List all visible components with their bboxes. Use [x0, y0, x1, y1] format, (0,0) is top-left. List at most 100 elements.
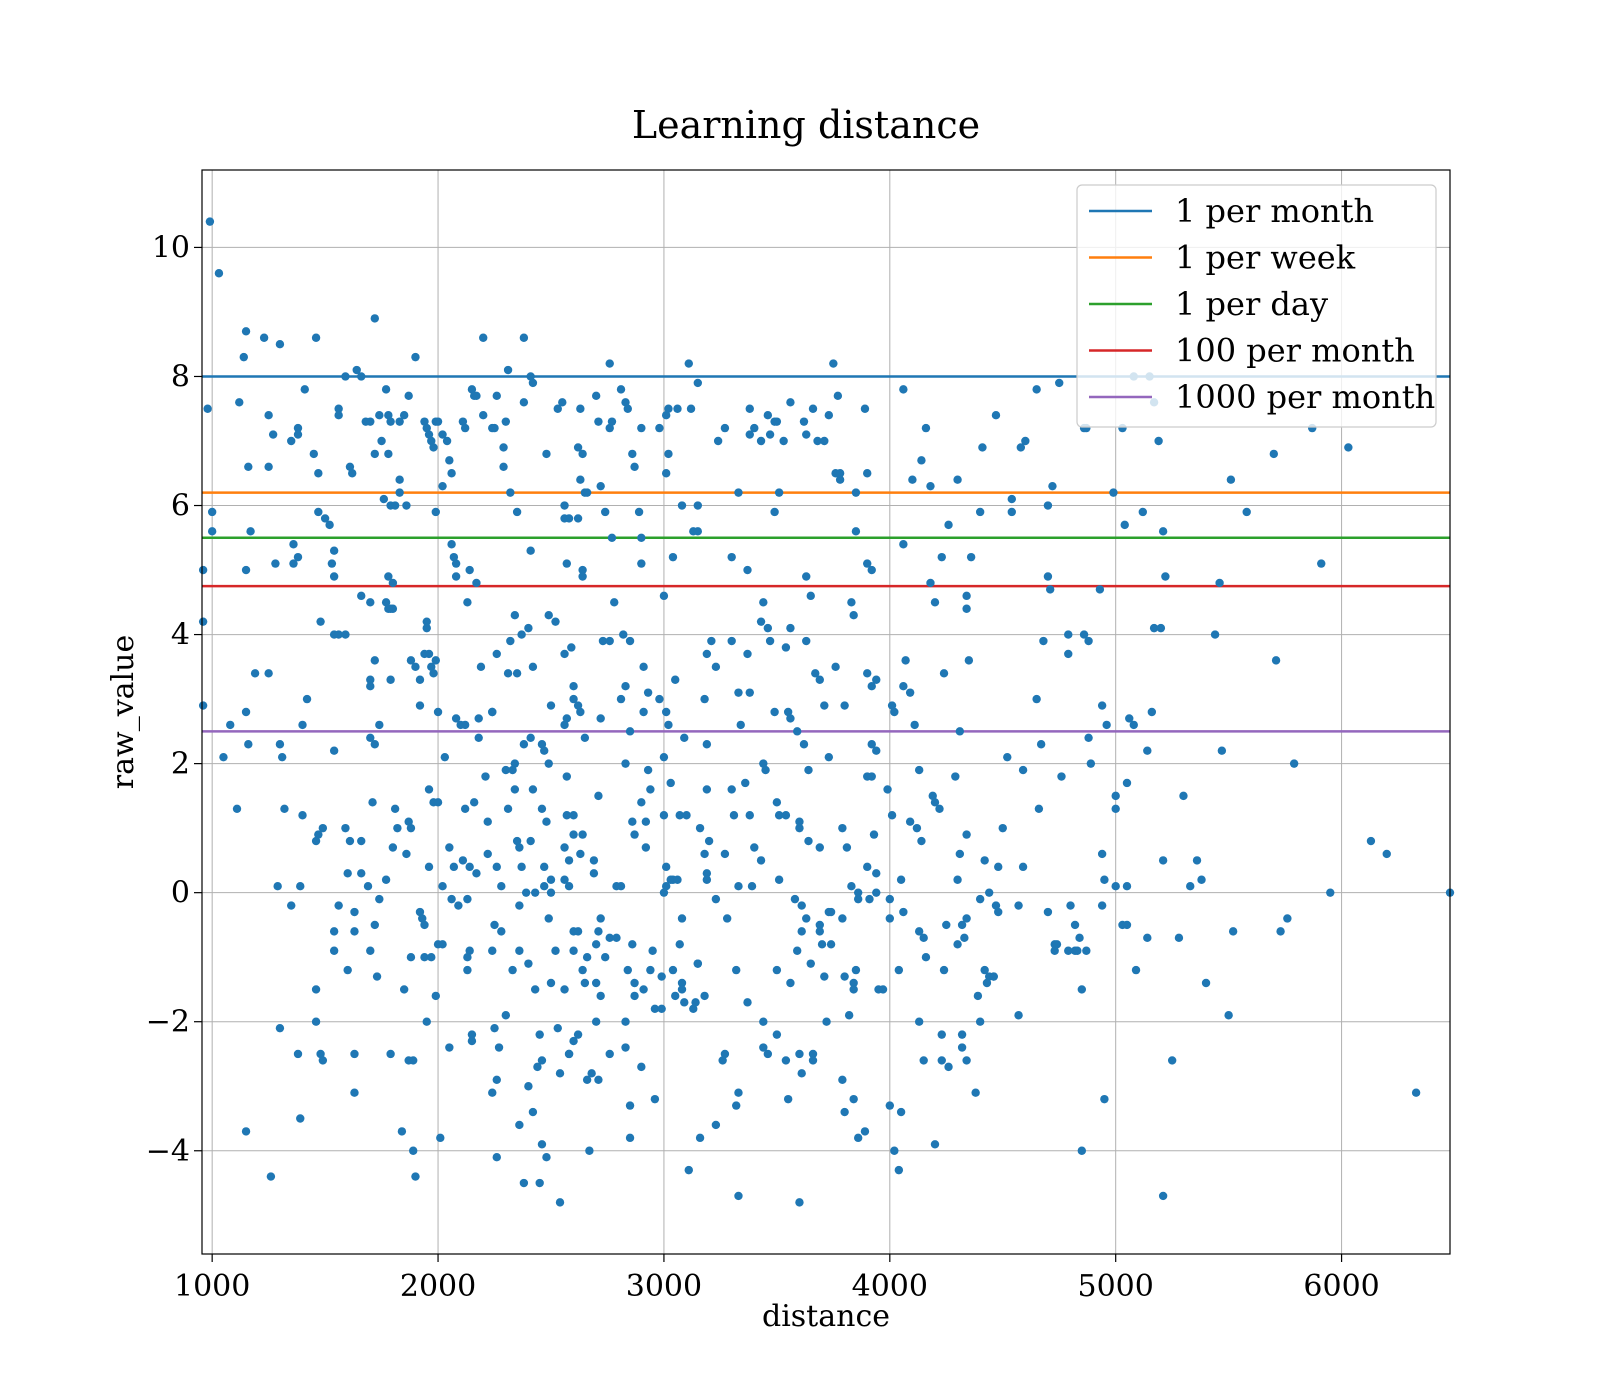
data-point [693, 501, 703, 510]
data-point [1224, 1011, 1233, 1020]
data-point [198, 565, 208, 575]
data-point [499, 443, 508, 452]
data-point [808, 1056, 818, 1065]
data-point [438, 481, 447, 491]
data-point [501, 417, 511, 426]
data-point [666, 875, 675, 884]
data-point [503, 669, 513, 678]
data-point [591, 940, 601, 949]
data-point [634, 507, 644, 517]
data-point [1039, 636, 1048, 646]
data-point [492, 649, 501, 659]
axis-ticks: 1000 2000 3000 4000 5000 6000 −4 −2 0 2 4 6 8 10 [146, 230, 1380, 1304]
data-point [591, 1017, 601, 1026]
data-point [872, 869, 881, 878]
data-point [605, 1049, 614, 1059]
data-point [241, 1127, 251, 1136]
data-point [334, 404, 343, 413]
data-point [591, 978, 601, 988]
data-point [569, 946, 578, 955]
data-point [431, 656, 440, 665]
data-point [1084, 636, 1093, 646]
data-point [460, 423, 470, 433]
data-point [770, 417, 779, 426]
data-point [420, 649, 429, 659]
data-point [564, 882, 574, 891]
data-point [357, 372, 366, 381]
data-point [293, 1049, 303, 1059]
data-point [490, 920, 499, 930]
data-point [887, 811, 897, 820]
data-point [1057, 772, 1066, 781]
data-point [625, 636, 635, 646]
data-point [677, 985, 687, 994]
data-point [488, 1088, 497, 1097]
data-point [772, 965, 782, 975]
data-point [1097, 901, 1107, 910]
data-point [580, 733, 590, 743]
data-point [991, 901, 1001, 910]
data-point [743, 565, 752, 575]
data-point [1034, 804, 1044, 813]
data-point [594, 791, 603, 801]
data-point [436, 1133, 445, 1143]
data-point [1192, 856, 1202, 865]
data-point [569, 681, 578, 691]
data-point [1086, 759, 1096, 768]
x-tick-label: 3000 [626, 1269, 702, 1304]
data-point [745, 811, 754, 820]
data-point [409, 1146, 418, 1155]
data-point [684, 359, 693, 368]
data-point [506, 488, 515, 497]
data-point [763, 410, 773, 420]
data-point [402, 501, 411, 510]
data-point [628, 940, 637, 949]
data-point [314, 507, 323, 517]
data-point [555, 1198, 565, 1207]
data-point [422, 623, 431, 633]
data-point [384, 604, 393, 613]
data-point [259, 333, 269, 342]
data-point [341, 823, 350, 833]
data-point [431, 991, 440, 1001]
data-point [707, 636, 716, 646]
data-point [404, 817, 413, 826]
data-point [655, 423, 664, 433]
data-point [515, 901, 524, 910]
data-point [207, 527, 217, 536]
data-point [372, 972, 382, 981]
y-tick-label: 8 [171, 359, 190, 394]
data-point [244, 740, 253, 749]
data-point [241, 707, 251, 717]
data-point [424, 862, 434, 872]
data-point [596, 714, 605, 723]
data-point [576, 404, 585, 413]
data-point [605, 359, 614, 368]
data-point [560, 720, 569, 730]
data-point [420, 920, 429, 930]
data-point [535, 1178, 544, 1188]
data-point [519, 333, 529, 342]
data-point [890, 1146, 899, 1155]
data-point [885, 1101, 895, 1110]
data-point [352, 365, 361, 375]
data-point [1217, 746, 1227, 755]
y-tick-label: 2 [171, 747, 190, 782]
data-point [926, 481, 935, 491]
data-point [395, 475, 404, 484]
data-point [786, 978, 795, 988]
data-point [1122, 920, 1132, 930]
data-point [702, 869, 712, 878]
data-point [774, 488, 784, 497]
data-point [198, 701, 208, 710]
data-point [851, 965, 861, 975]
data-point [765, 430, 775, 439]
data-point [1156, 623, 1166, 633]
data-point [591, 391, 601, 401]
data-point [601, 952, 610, 962]
data-point [734, 1191, 743, 1201]
data-point [314, 469, 323, 478]
data-point [664, 449, 673, 459]
data-point [560, 501, 569, 510]
data-point [671, 991, 680, 1001]
